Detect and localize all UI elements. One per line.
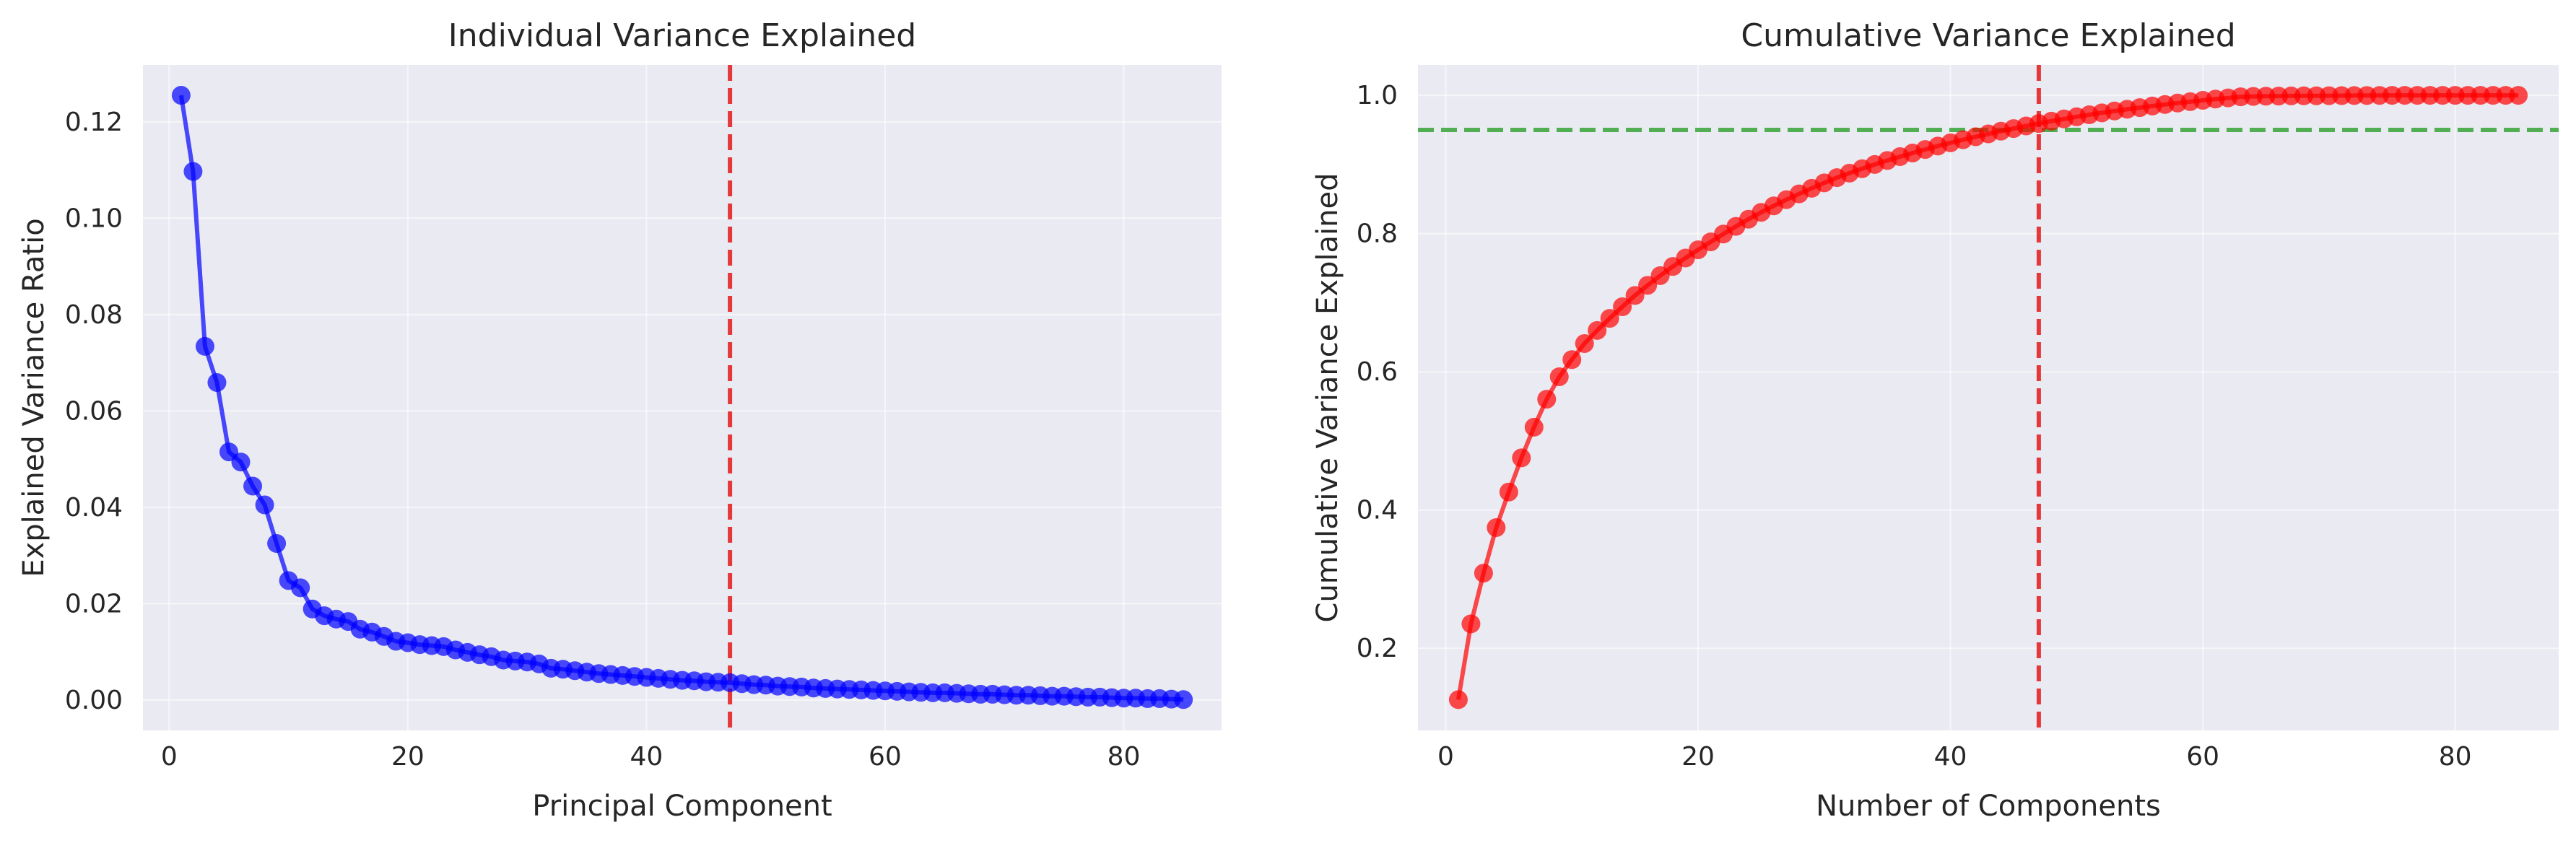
data-point bbox=[1600, 309, 1619, 328]
x-tick-label: 80 bbox=[2439, 742, 2472, 772]
x-tick-labels: 0 20 40 60 80 bbox=[161, 742, 1140, 772]
plot-area-background bbox=[143, 65, 1222, 730]
data-point bbox=[1524, 417, 1544, 437]
data-point bbox=[1562, 350, 1582, 370]
data-point bbox=[1461, 614, 1481, 634]
data-point bbox=[1448, 690, 1468, 709]
x-tick-label: 60 bbox=[869, 742, 902, 772]
y-tick-label: 0.06 bbox=[65, 396, 123, 426]
chart-title: Cumulative Variance Explained bbox=[1741, 17, 2235, 54]
y-tick-label: 0.10 bbox=[65, 204, 123, 233]
data-point bbox=[1487, 517, 1506, 537]
x-tick-label: 20 bbox=[1681, 742, 1715, 772]
x-tick-label: 40 bbox=[630, 742, 663, 772]
data-point bbox=[1575, 333, 1594, 353]
data-point bbox=[183, 162, 203, 181]
individual-variance-chart: 0 20 40 60 80 0.00 0.02 0.04 0.06 0.08 0.10 0.12 I… bbox=[17, 17, 1222, 823]
x-tick-label: 40 bbox=[1934, 742, 1967, 772]
data-point bbox=[195, 336, 214, 356]
y-tick-label: 0.2 bbox=[1357, 634, 1398, 663]
x-tick-labels: 0 20 40 60 80 bbox=[1437, 742, 2472, 772]
y-tick-label: 0.00 bbox=[65, 686, 123, 715]
y-tick-label: 0.6 bbox=[1357, 357, 1398, 387]
data-point bbox=[1174, 690, 1193, 709]
y-axis-label: Explained Variance Ratio bbox=[17, 218, 51, 577]
y-tick-label: 0.02 bbox=[65, 589, 123, 619]
x-tick-label: 20 bbox=[391, 742, 425, 772]
data-point bbox=[1499, 482, 1518, 502]
data-point bbox=[231, 453, 251, 472]
x-axis-label: Principal Component bbox=[532, 790, 832, 823]
x-axis-label: Number of Components bbox=[1816, 790, 2161, 823]
data-point bbox=[171, 86, 191, 105]
data-series bbox=[171, 86, 1193, 709]
data-point bbox=[255, 495, 274, 515]
data-point bbox=[243, 476, 263, 496]
data-point bbox=[2509, 86, 2528, 105]
y-tick-labels: 0.2 0.4 0.6 0.8 1.0 bbox=[1357, 81, 1398, 663]
plot-area-background bbox=[1418, 65, 2559, 730]
data-point bbox=[207, 372, 227, 392]
x-tick-label: 60 bbox=[2186, 742, 2219, 772]
chart-title: Individual Variance Explained bbox=[448, 17, 916, 54]
data-point bbox=[1625, 286, 1645, 305]
data-point bbox=[291, 578, 310, 598]
x-tick-label: 80 bbox=[1108, 742, 1141, 772]
data-point bbox=[1549, 367, 1569, 386]
y-tick-label: 0.12 bbox=[65, 108, 123, 137]
y-tick-label: 1.0 bbox=[1357, 81, 1398, 110]
y-tick-label: 0.04 bbox=[65, 493, 123, 523]
data-point bbox=[1537, 390, 1557, 409]
data-point bbox=[1588, 320, 1607, 340]
y-tick-label: 0.8 bbox=[1357, 219, 1398, 249]
cumulative-variance-chart: 0 20 40 60 80 0.2 0.4 0.6 0.8 1.0 Cumulative Var… bbox=[1311, 17, 2559, 823]
data-point bbox=[1512, 448, 1531, 468]
data-point bbox=[267, 533, 287, 553]
grid-lines bbox=[143, 65, 1222, 730]
x-tick-label: 0 bbox=[1437, 742, 1454, 772]
y-axis-label: Cumulative Variance Explained bbox=[1311, 173, 1344, 623]
y-tick-labels: 0.00 0.02 0.04 0.06 0.08 0.10 0.12 bbox=[65, 108, 123, 715]
x-tick-label: 0 bbox=[161, 742, 178, 772]
data-point bbox=[1613, 297, 1632, 317]
data-point bbox=[1474, 564, 1493, 583]
data-point bbox=[1638, 276, 1658, 295]
data-series bbox=[1448, 86, 2528, 709]
y-tick-label: 0.08 bbox=[65, 300, 123, 330]
y-tick-label: 0.4 bbox=[1357, 496, 1398, 525]
